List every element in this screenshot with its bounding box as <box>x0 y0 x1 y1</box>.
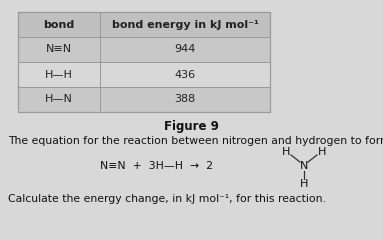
Text: N≡N  +  3H—H  →  2: N≡N + 3H—H → 2 <box>100 161 213 171</box>
Text: bond energy in kJ mol⁻¹: bond energy in kJ mol⁻¹ <box>111 19 259 30</box>
Text: Figure 9: Figure 9 <box>164 120 219 133</box>
Text: 944: 944 <box>174 44 196 54</box>
Bar <box>18 37 270 62</box>
Bar <box>18 12 270 112</box>
Text: N: N <box>300 161 308 171</box>
Text: H: H <box>300 179 308 189</box>
Text: The equation for the reaction between nitrogen and hydrogen to form ammonia is: The equation for the reaction between ni… <box>8 136 383 146</box>
Text: Calculate the energy change, in kJ mol⁻¹, for this reaction.: Calculate the energy change, in kJ mol⁻¹… <box>8 194 326 204</box>
Text: H—N: H—N <box>45 95 73 104</box>
Text: 388: 388 <box>174 95 196 104</box>
Bar <box>18 62 270 87</box>
Text: N≡N: N≡N <box>46 44 72 54</box>
Text: bond: bond <box>43 19 75 30</box>
Bar <box>18 87 270 112</box>
Text: 436: 436 <box>174 70 196 79</box>
Text: H: H <box>282 147 290 157</box>
Text: H—H: H—H <box>45 70 73 79</box>
Text: H: H <box>318 147 326 157</box>
Bar <box>18 12 270 37</box>
